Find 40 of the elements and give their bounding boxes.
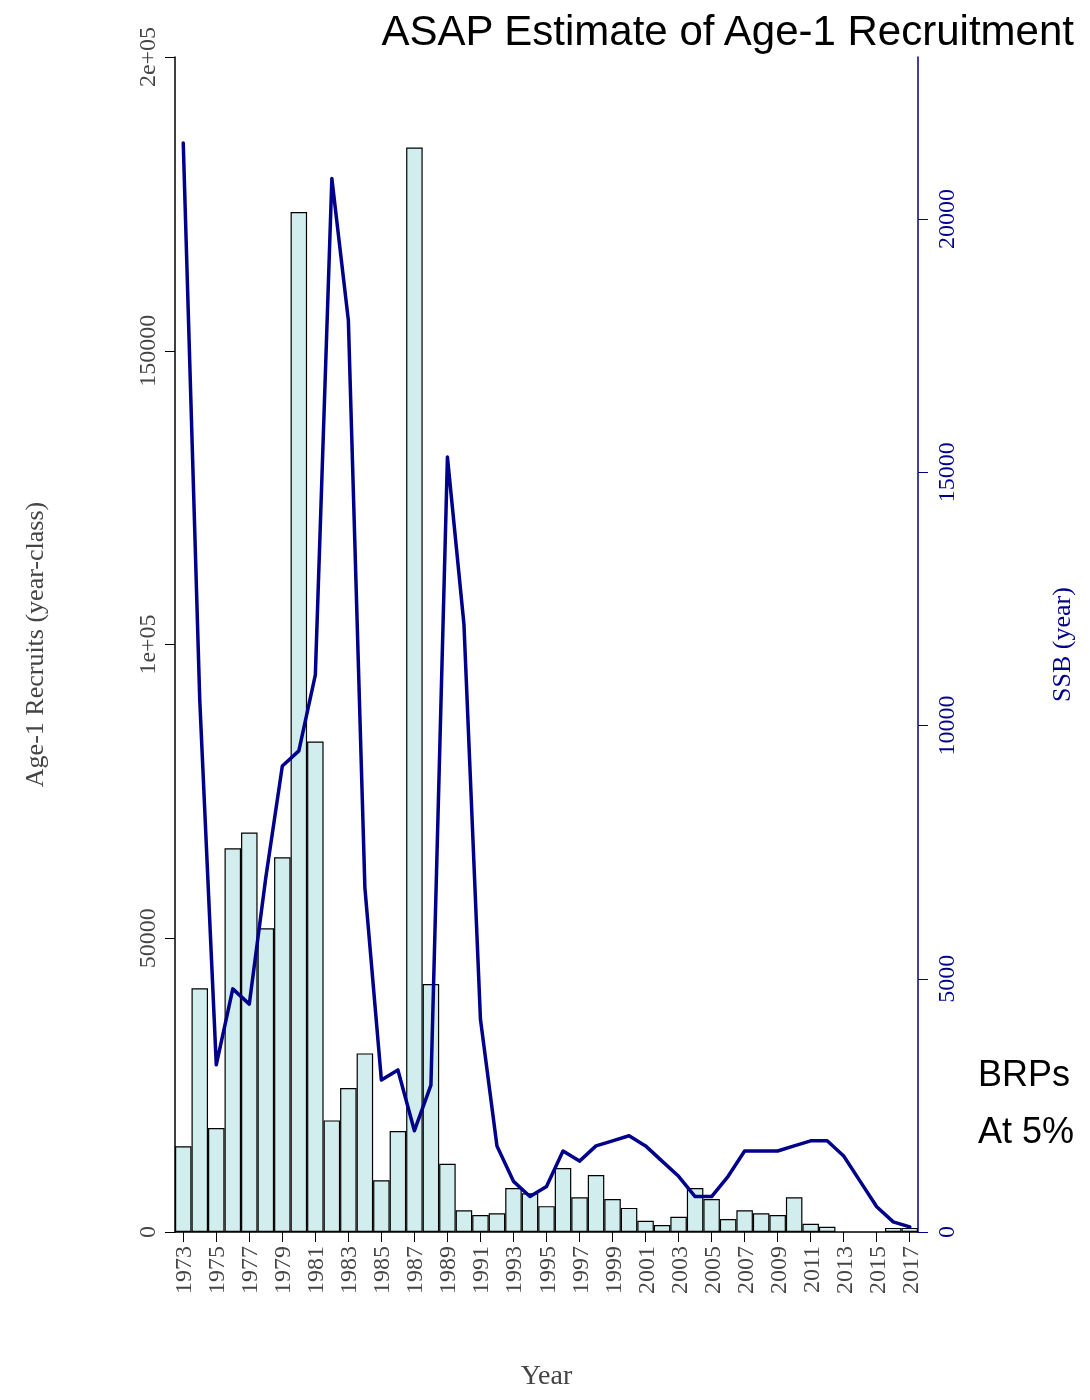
text: BRPs	[978, 1052, 1071, 1094]
y2-tick-label: 5000	[933, 954, 959, 1003]
x-tick-label: 1979	[269, 1246, 296, 1294]
x-tick-label: 1977	[236, 1246, 263, 1294]
text: At 5%	[978, 1109, 1075, 1151]
x-axis-title: Year	[520, 1358, 573, 1390]
y-tick-label: 0	[134, 1226, 160, 1238]
x-tick-label: 2003	[665, 1246, 692, 1294]
x-tick-label: 1991	[467, 1246, 494, 1294]
x-tick-label: 1993	[500, 1246, 527, 1294]
x-tick-label: 1973	[170, 1246, 197, 1294]
x-tick-label: 1975	[203, 1246, 230, 1294]
x-tick-label: 2017	[896, 1246, 923, 1294]
x-tick-label: 2009	[764, 1246, 791, 1294]
x-tick-label: 1985	[368, 1246, 395, 1294]
y2-tick-label: 10000	[933, 695, 959, 756]
x-tick-label: 1987	[401, 1246, 428, 1294]
y2-axis-title: SSB (year)	[1046, 587, 1076, 702]
y-tick-label: 2e+05	[134, 26, 160, 88]
x-tick-label: 2013	[830, 1246, 857, 1294]
y-tick-label: 150000	[134, 314, 160, 387]
x-tick-label: 1995	[533, 1246, 560, 1294]
y-tick-label: 50000	[134, 908, 160, 969]
y2-tick-label: 0	[933, 1226, 959, 1238]
x-tick-label: 1997	[566, 1246, 593, 1294]
y2-tick-label: 15000	[933, 442, 959, 503]
x-tick-label: 2011	[797, 1246, 824, 1294]
line-series	[181, 141, 912, 1229]
y-axis-title: Age-1 Recruits (year-class)	[19, 501, 49, 788]
x-tick-label: 2005	[698, 1246, 725, 1294]
x-tick-label: 1989	[434, 1246, 461, 1294]
y2-tick-label: 20000	[933, 189, 959, 250]
x-tick-label: 2015	[863, 1246, 890, 1294]
chart-title: ASAP Estimate of Age-1 Recruitment	[381, 6, 1075, 54]
x-tick-label: 1981	[302, 1246, 329, 1294]
x-tick-label: 1999	[599, 1246, 626, 1294]
x-tick-label: 2007	[731, 1246, 758, 1294]
x-tick-label: 1983	[335, 1246, 362, 1294]
x-tick-label: 2001	[632, 1246, 659, 1294]
y-tick-label: 1e+05	[134, 614, 160, 675]
